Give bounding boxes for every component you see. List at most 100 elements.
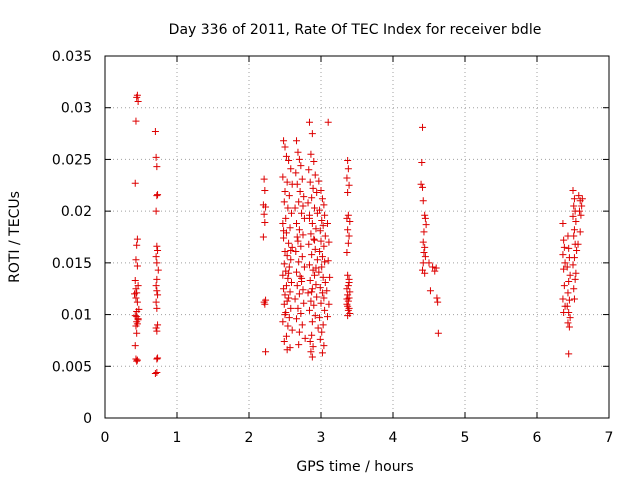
data-point	[344, 271, 352, 279]
y-tick-labels: 0 0.005 0.01 0.015 0.02 0.025 0.03 0.035	[52, 49, 92, 427]
data-point	[153, 287, 161, 295]
data-point	[299, 231, 307, 239]
data-point	[317, 237, 325, 245]
data-point	[283, 346, 291, 354]
data-point	[280, 227, 288, 235]
data-point	[153, 192, 161, 200]
data-point	[318, 289, 326, 297]
data-point	[281, 143, 289, 151]
data-point	[344, 306, 352, 314]
data-point	[310, 235, 318, 243]
data-point	[298, 175, 306, 183]
data-point	[293, 233, 301, 241]
data-point	[419, 183, 427, 191]
data-point	[308, 318, 316, 326]
data-point	[132, 322, 140, 330]
data-point	[287, 209, 295, 217]
data-point	[421, 211, 429, 219]
data-point	[259, 233, 267, 241]
data-point	[574, 240, 582, 248]
y-tick-label: 0.02	[61, 204, 92, 220]
data-point	[279, 173, 287, 181]
data-point	[308, 288, 316, 296]
data-point	[298, 274, 306, 282]
data-point	[135, 305, 143, 313]
data-point	[344, 211, 352, 219]
data-point	[299, 202, 307, 210]
data-point	[344, 165, 352, 173]
data-point	[419, 238, 427, 246]
data-point	[319, 222, 327, 230]
data-point	[285, 156, 293, 164]
data-point	[315, 177, 323, 185]
x-tick-label: 2	[245, 430, 254, 446]
data-point	[280, 300, 288, 308]
data-point	[434, 329, 442, 337]
data-point	[560, 243, 568, 251]
data-point	[563, 302, 571, 310]
data-point	[345, 232, 353, 240]
data-point	[285, 314, 293, 322]
data-point	[153, 368, 161, 376]
data-point	[575, 207, 583, 215]
data-point	[151, 370, 159, 378]
data-point	[318, 195, 326, 203]
data-point	[281, 311, 289, 319]
data-point	[308, 331, 316, 339]
data-point	[133, 298, 141, 306]
data-point	[293, 282, 301, 290]
x-tick-label: 3	[317, 430, 326, 446]
data-point	[300, 263, 308, 271]
data-point	[287, 246, 295, 254]
y-tick-label: 0.015	[52, 256, 92, 272]
data-point	[324, 118, 332, 126]
data-point	[314, 324, 322, 332]
data-point	[307, 150, 315, 158]
data-point	[316, 247, 324, 255]
data-point	[291, 204, 299, 212]
data-point	[294, 237, 302, 245]
data-point	[133, 241, 141, 249]
data-point	[321, 211, 329, 219]
data-point	[417, 180, 425, 188]
data-points	[131, 91, 586, 378]
data-point	[284, 274, 292, 282]
data-point	[420, 228, 428, 236]
data-point	[308, 194, 316, 202]
data-point	[285, 294, 293, 302]
data-point	[292, 169, 300, 177]
data-point	[285, 269, 293, 277]
data-point	[133, 91, 141, 99]
data-point	[308, 353, 316, 361]
data-point	[281, 187, 289, 195]
data-point	[566, 314, 574, 322]
data-point	[151, 128, 159, 136]
data-point	[316, 335, 324, 343]
data-point	[282, 282, 290, 290]
data-point	[304, 199, 312, 207]
data-point	[153, 327, 161, 335]
data-point	[297, 242, 305, 250]
data-point	[325, 300, 333, 308]
axis-ticks	[104, 55, 610, 419]
data-point	[318, 253, 326, 261]
y-tick-label: 0.005	[52, 359, 92, 375]
y-axis-label: ROTI / TECUs	[7, 191, 23, 283]
data-point	[560, 282, 568, 290]
data-point	[283, 252, 291, 260]
data-point	[317, 186, 325, 194]
data-point	[578, 202, 586, 210]
data-point	[292, 247, 300, 255]
data-point	[152, 324, 160, 332]
data-point	[297, 162, 305, 170]
x-tick-label: 4	[389, 430, 398, 446]
data-point	[133, 356, 141, 364]
data-point	[560, 236, 568, 244]
data-point	[134, 316, 142, 324]
data-point	[570, 202, 578, 210]
data-point	[344, 156, 352, 164]
data-point	[564, 289, 572, 297]
data-point	[152, 253, 160, 261]
data-point	[321, 232, 329, 240]
